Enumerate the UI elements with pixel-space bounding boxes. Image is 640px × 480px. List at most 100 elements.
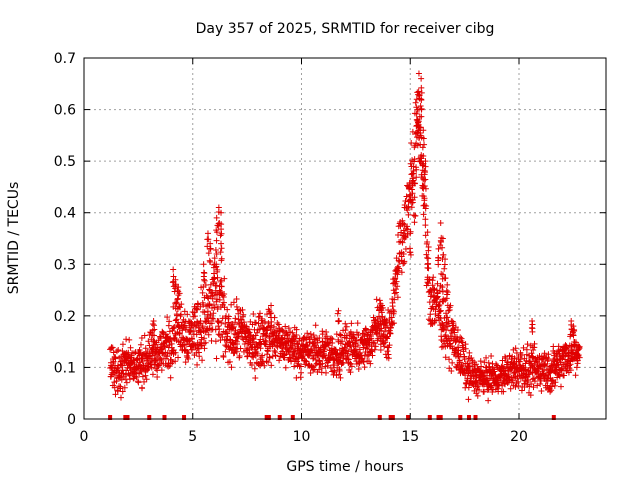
data-point xyxy=(424,279,431,286)
data-point xyxy=(126,336,133,343)
y-tick-label: 0.4 xyxy=(54,206,76,222)
data-point xyxy=(272,352,279,359)
data-point xyxy=(524,341,531,348)
data-point xyxy=(204,294,211,301)
data-point xyxy=(218,221,225,228)
data-point xyxy=(379,304,386,311)
data-point xyxy=(213,298,220,305)
data-point xyxy=(181,308,188,315)
data-point xyxy=(343,323,350,330)
data-point xyxy=(444,281,451,288)
data-point xyxy=(314,339,321,346)
data-point xyxy=(465,355,472,362)
data-point xyxy=(434,280,441,287)
data-point xyxy=(391,320,398,327)
data-point xyxy=(554,357,561,364)
data-point xyxy=(142,345,149,352)
data-point xyxy=(192,305,199,312)
data-point xyxy=(391,290,398,297)
y-tick-label: 0.7 xyxy=(54,51,76,67)
data-point xyxy=(435,245,442,252)
data-point xyxy=(421,167,428,174)
data-point xyxy=(158,346,165,353)
data-point xyxy=(210,278,217,285)
data-point xyxy=(393,289,400,296)
data-point xyxy=(508,356,515,363)
data-point xyxy=(333,372,340,379)
data-point xyxy=(423,251,430,258)
zero-marker xyxy=(266,415,271,420)
data-point xyxy=(319,331,326,338)
data-point xyxy=(400,220,407,227)
data-point xyxy=(127,344,134,351)
data-point xyxy=(422,176,429,183)
data-point xyxy=(407,230,414,237)
data-point xyxy=(405,211,412,218)
data-point xyxy=(457,351,464,358)
data-point xyxy=(193,305,200,312)
data-point xyxy=(218,319,225,326)
data-point xyxy=(310,366,317,373)
data-point xyxy=(337,374,344,381)
data-point xyxy=(216,296,223,303)
data-point xyxy=(454,344,461,351)
data-point xyxy=(213,237,220,244)
data-point xyxy=(446,306,453,313)
data-point xyxy=(154,374,161,381)
data-point xyxy=(381,343,388,350)
data-point xyxy=(145,338,152,345)
y-tick-label: 0.3 xyxy=(54,257,76,273)
data-point xyxy=(266,354,273,361)
data-point xyxy=(410,163,417,170)
data-point xyxy=(204,243,211,250)
data-point xyxy=(261,362,268,369)
data-point xyxy=(141,378,148,385)
data-point xyxy=(485,397,492,404)
data-point xyxy=(377,347,384,354)
data-point xyxy=(181,347,188,354)
data-point xyxy=(437,307,444,314)
data-point xyxy=(255,313,262,320)
data-point xyxy=(342,320,349,327)
data-point xyxy=(500,377,507,384)
data-point xyxy=(408,186,415,193)
data-point xyxy=(268,362,275,369)
zero-marker xyxy=(108,415,113,420)
data-point xyxy=(371,346,378,353)
data-point xyxy=(442,256,449,263)
data-point xyxy=(424,261,431,268)
data-point xyxy=(158,367,165,374)
data-point xyxy=(172,282,179,289)
data-point xyxy=(548,377,555,384)
data-point xyxy=(262,341,269,348)
data-point xyxy=(422,216,429,223)
data-point xyxy=(465,396,472,403)
data-point xyxy=(117,383,124,390)
data-point xyxy=(322,369,329,376)
data-point xyxy=(395,267,402,274)
data-point xyxy=(201,345,208,352)
data-point xyxy=(491,368,498,375)
data-point xyxy=(336,367,343,374)
data-point xyxy=(488,352,495,359)
zero-marker xyxy=(277,415,282,420)
data-point xyxy=(138,384,145,391)
data-point xyxy=(525,377,532,384)
data-point xyxy=(329,340,336,347)
data-point xyxy=(289,337,296,344)
data-point xyxy=(204,230,211,237)
zero-marker xyxy=(436,415,441,420)
data-point xyxy=(409,197,416,204)
data-point xyxy=(562,351,569,358)
data-point xyxy=(218,277,225,284)
y-tick-label: 0.6 xyxy=(54,103,76,119)
data-point xyxy=(123,367,130,374)
data-point xyxy=(205,331,212,338)
data-point xyxy=(483,354,490,361)
data-point xyxy=(119,341,126,348)
data-point xyxy=(570,332,577,339)
data-point xyxy=(378,325,385,332)
data-point xyxy=(133,374,140,381)
data-point xyxy=(336,371,343,378)
data-point xyxy=(420,211,427,218)
